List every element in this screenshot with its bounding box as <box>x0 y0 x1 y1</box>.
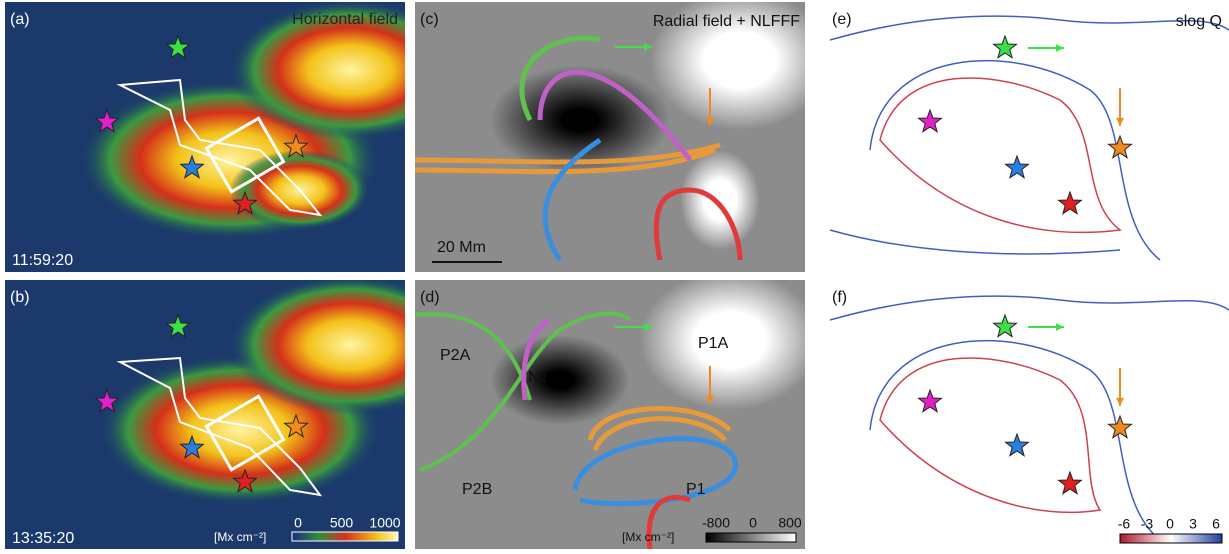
colorbar-tick-label: 500 <box>330 515 354 531</box>
colorbar <box>1120 534 1222 543</box>
panel-b-image <box>5 275 470 549</box>
colorbar-tick-label: 0 <box>1166 516 1174 532</box>
panel-d-image <box>415 270 820 549</box>
time: 11:59:20 <box>12 252 73 269</box>
colorbar <box>292 532 398 541</box>
panel-label: (c) <box>420 11 439 28</box>
colorbar-tick-label: 1000 <box>369 515 400 531</box>
region-label: N1 <box>528 369 549 386</box>
colorbar-tick-label: -3 <box>1141 516 1154 532</box>
colorbar-tick-label: 0 <box>294 515 302 531</box>
panel-title: slog Q <box>1176 13 1222 30</box>
scale-bar-label: 20 Mm <box>437 239 486 256</box>
region-label: P1 <box>686 481 706 498</box>
panel-label: (f) <box>832 289 847 306</box>
panel-label: (d) <box>420 289 440 306</box>
time: 13:35:20 <box>12 530 74 547</box>
panel-f-image <box>820 280 1229 549</box>
figure: (a) Horizontal field 11:59:20 (b) 13:35:… <box>0 0 1229 549</box>
colorbar <box>706 533 796 542</box>
panel-a-image <box>5 0 470 272</box>
colorbar-tick-label: 6 <box>1212 516 1220 532</box>
colorbar-tick-label: 800 <box>778 515 802 531</box>
region-label: P2B <box>462 481 492 498</box>
region-label: P1A <box>698 335 729 352</box>
colorbar-unit: [Mx cm⁻²] <box>214 530 266 544</box>
colorbar-unit: [Mx cm⁻²] <box>622 530 674 544</box>
colorbar-tick-label: 3 <box>1189 516 1197 532</box>
panel-label: (a) <box>10 11 30 28</box>
panel-title: Horizontal field <box>292 11 398 28</box>
colorbar-tick-label: -800 <box>702 515 730 531</box>
colorbar-tick-label: -6 <box>1118 516 1131 532</box>
panel-label: (e) <box>832 11 852 28</box>
panel-c-image <box>415 0 830 272</box>
colorbar-tick-label: 0 <box>749 515 757 531</box>
region-label: P2A <box>440 347 471 364</box>
panel-e-image <box>820 2 1229 272</box>
panel-title: Radial field + NLFFF <box>653 13 800 30</box>
panel-label: (b) <box>10 289 30 306</box>
